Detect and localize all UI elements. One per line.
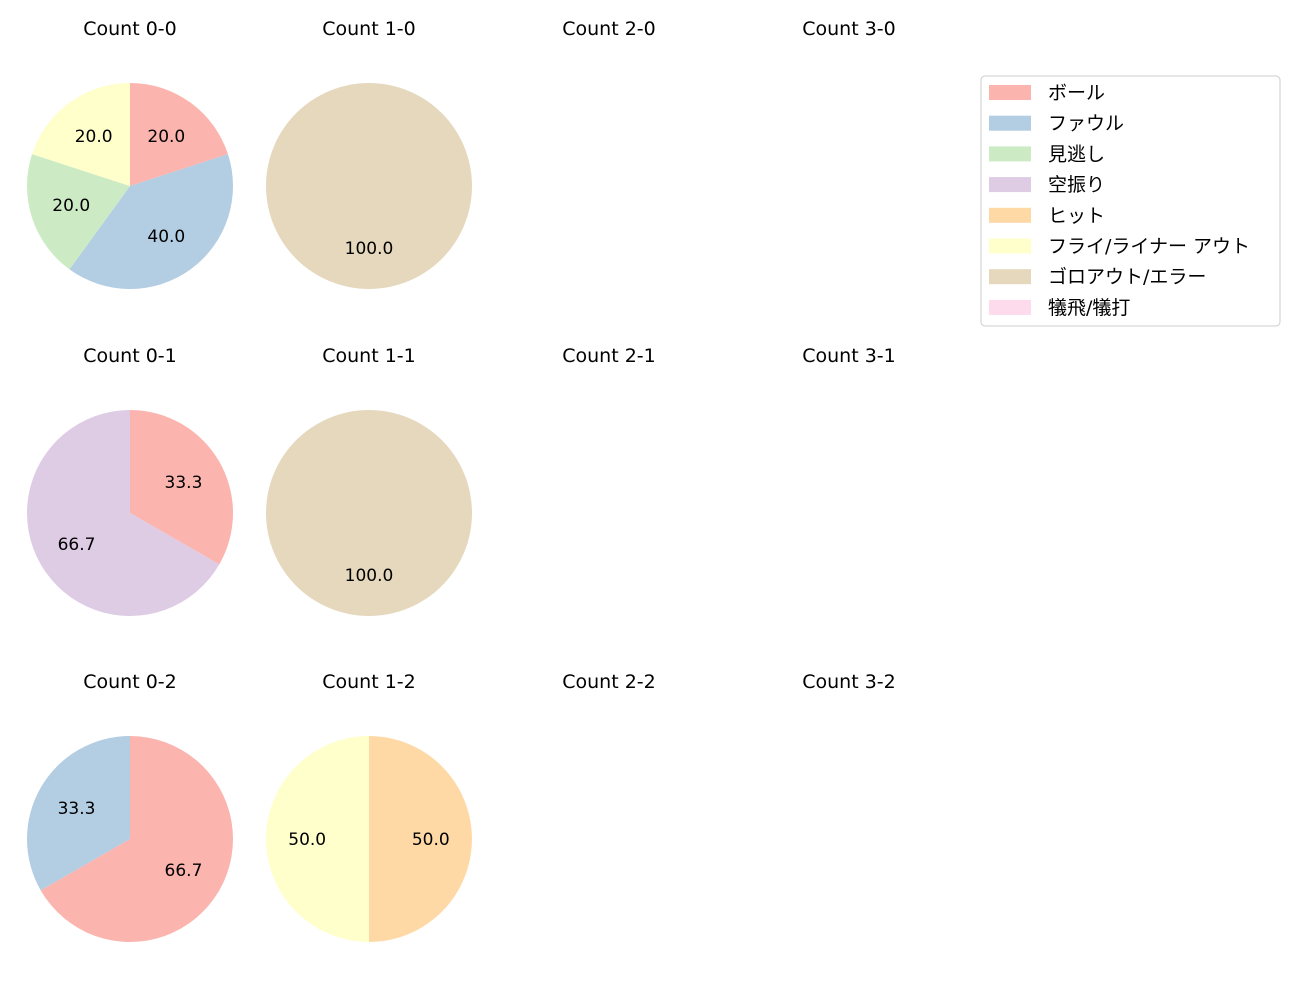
pie-slice-label: 40.0 — [147, 227, 185, 247]
pie-title: Count 0-1 — [83, 345, 177, 367]
pie-slice-label: 20.0 — [52, 196, 90, 216]
pie-title: Count 2-1 — [562, 345, 656, 367]
pie-panel: Count 0-1 33.3 66.7 — [26, 345, 233, 616]
pie-slice — [130, 410, 233, 565]
pie-panel: Count 1-2 50.0 50.0 — [266, 671, 472, 942]
pie-slice — [69, 154, 233, 289]
pie-slice-label: 50.0 — [412, 830, 450, 850]
legend-swatch — [989, 85, 1031, 100]
pie-slice — [27, 736, 130, 891]
legend-swatch — [989, 207, 1031, 223]
pie-slice — [369, 736, 472, 942]
legend-label: ゴロアウト/エラー — [1048, 266, 1206, 288]
legend-swatch — [989, 177, 1031, 193]
legend-frame — [980, 75, 1281, 327]
legend-label: 空振り — [1048, 174, 1105, 196]
pie-slice-label: 50.0 — [288, 830, 326, 850]
legend-swatch — [989, 115, 1031, 131]
pie-panel: Count 2-1 — [562, 345, 656, 367]
legend-label: ヒット — [1048, 205, 1105, 227]
pie-slice-label: 33.3 — [58, 799, 96, 819]
pie-panel: Count 1-0 100.0 — [266, 18, 472, 289]
pie-slice-label: 33.3 — [165, 473, 203, 493]
legend-swatch — [989, 269, 1031, 285]
pie-slice — [130, 83, 228, 186]
pie-panel: Count 2-2 — [562, 671, 656, 693]
pie-title: Count 2-2 — [562, 671, 656, 693]
pie-title: Count 1-1 — [322, 345, 416, 367]
pie-panel: Count 3-1 — [802, 345, 896, 367]
pie-slice — [266, 736, 369, 942]
legend-label: 犠飛/犠打 — [1048, 297, 1130, 319]
pie-slice — [266, 410, 472, 616]
pie-title: Count 0-0 — [83, 18, 177, 40]
legend-swatch — [989, 146, 1031, 162]
legend-label: フライ/ライナー アウト — [1048, 236, 1250, 258]
pie-panel: Count 3-0 — [802, 18, 896, 40]
legend-label: 見逃し — [1048, 143, 1105, 165]
legend-label: ファウル — [1048, 113, 1124, 135]
pie-panel: Count 0-0 20.0 40.0 20.0 20.0 — [26, 18, 233, 289]
pie-panel: Count 1-1 100.0 — [266, 345, 472, 616]
pie-title: Count 1-2 — [322, 671, 416, 693]
pie-slice-label: 20.0 — [75, 127, 113, 147]
pie-slice — [266, 83, 472, 289]
legend-swatch — [989, 299, 1031, 315]
pie-slice — [26, 410, 220, 616]
pie-title: Count 0-2 — [83, 671, 177, 693]
pie-title: Count 3-1 — [802, 345, 896, 367]
pie-slice — [26, 154, 131, 270]
pie-slice-label: 66.7 — [165, 861, 203, 881]
pie-slice-label: 100.0 — [345, 239, 394, 259]
pie-slice-label: 20.0 — [147, 127, 185, 147]
pie-panel: Count 3-2 — [802, 671, 896, 693]
legend-label: ボール — [1048, 82, 1105, 104]
pie-slice-label: 66.7 — [58, 535, 96, 555]
pie-slice-label: 100.0 — [345, 566, 394, 586]
pie-title: Count 2-0 — [562, 18, 656, 40]
pie-panel: Count 0-2 66.7 33.3 — [27, 671, 234, 942]
pie-title: Count 3-0 — [802, 18, 896, 40]
pie-slice — [40, 736, 234, 942]
pie-title: Count 1-0 — [322, 18, 416, 40]
legend-swatch — [989, 238, 1031, 254]
pie-title: Count 3-2 — [802, 671, 896, 693]
pie-panel: Count 2-0 — [562, 18, 656, 40]
pie-slice — [32, 83, 130, 186]
